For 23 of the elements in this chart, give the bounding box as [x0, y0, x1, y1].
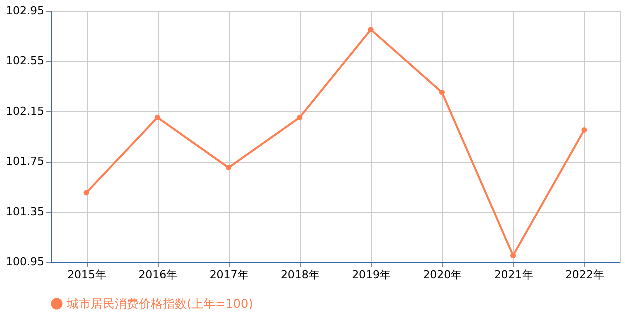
x-tick-label: 2015年: [68, 268, 107, 282]
x-tick-label: 2021年: [494, 268, 534, 282]
point: [368, 27, 374, 33]
point: [297, 114, 303, 120]
point: [510, 252, 516, 258]
y-tick-label: 100.95: [6, 256, 44, 268]
point: [154, 114, 160, 120]
y-tick-label: 102.95: [6, 4, 44, 18]
x-tick-label: 2019年: [352, 268, 392, 282]
y-tick-label: 102.15: [6, 104, 44, 118]
point: [439, 90, 445, 96]
point: [84, 190, 90, 196]
x-tick-label: 2017年: [210, 268, 249, 282]
y-tick-label: 101.75: [6, 155, 44, 168]
point: [582, 127, 588, 133]
x-tick-label: 2018年: [280, 268, 320, 282]
y-tick-label: 102.55: [6, 54, 44, 68]
x-tick-label: 2016年: [138, 268, 178, 282]
y-tick-label: 101.35: [6, 205, 44, 218]
x-tick-label: 2022年: [565, 268, 604, 282]
x-tick-label: 2020年: [423, 268, 462, 282]
point: [226, 165, 232, 171]
legend-label: 城市居民消费价格指数(上年=100): [66, 297, 254, 311]
